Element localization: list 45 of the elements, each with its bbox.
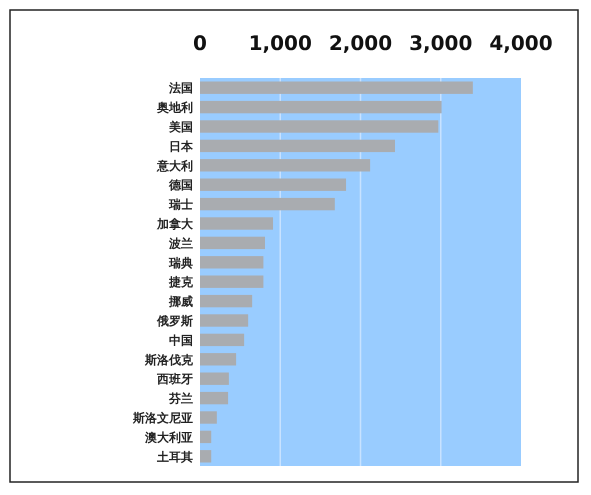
- bar: [200, 198, 335, 210]
- bar: [200, 334, 244, 346]
- bar: [200, 256, 264, 269]
- bar: [200, 159, 370, 172]
- y-tick-label: 俄罗斯: [156, 314, 193, 328]
- y-tick-label: 挪威: [168, 294, 193, 309]
- y-tick-label: 德国: [168, 178, 193, 192]
- bar: [200, 178, 346, 191]
- bar: [200, 314, 248, 327]
- bar: [200, 120, 438, 133]
- y-tick-label: 波兰: [168, 236, 193, 250]
- y-tick-label: 澳大利亚: [144, 430, 193, 444]
- y-tick-label: 意大利: [156, 158, 193, 173]
- x-tick-label: 4,000: [489, 31, 553, 55]
- y-tick-label: 芬兰: [168, 392, 193, 406]
- y-tick-label: 斯洛伐克: [144, 352, 194, 367]
- bar: [200, 392, 228, 404]
- bar: [200, 411, 217, 424]
- bar: [200, 217, 274, 230]
- y-tick-label: 日本: [169, 139, 194, 154]
- bar: [200, 372, 229, 385]
- y-tick-label: 土耳其: [156, 450, 193, 464]
- bar: [200, 81, 473, 94]
- bar: [200, 430, 212, 444]
- bar: [200, 236, 266, 250]
- x-tick-label: 3,000: [409, 31, 472, 55]
- y-tick-label: 法国: [168, 81, 193, 96]
- y-tick-label: 中国: [169, 333, 193, 348]
- x-tick-label: 0: [193, 31, 207, 55]
- y-tick-label: 捷克: [168, 275, 194, 290]
- x-tick-label: 1,000: [248, 31, 312, 55]
- bar: [200, 140, 396, 152]
- bar: [200, 275, 264, 288]
- bar: [200, 353, 236, 366]
- bar: [200, 100, 442, 114]
- x-tick-label: 2,000: [328, 31, 392, 55]
- y-tick-label: 瑞典: [168, 256, 193, 270]
- y-tick-label: 加拿大: [156, 217, 194, 231]
- y-tick-label: 西班牙: [156, 372, 193, 386]
- y-tick-label: 奥地利: [156, 100, 193, 115]
- y-tick-label: 瑞士: [168, 198, 193, 212]
- y-tick-label: 美国: [168, 120, 193, 134]
- bar: [200, 450, 212, 463]
- bar: [200, 294, 252, 308]
- y-tick-label: 斯洛文尼亚: [132, 411, 193, 425]
